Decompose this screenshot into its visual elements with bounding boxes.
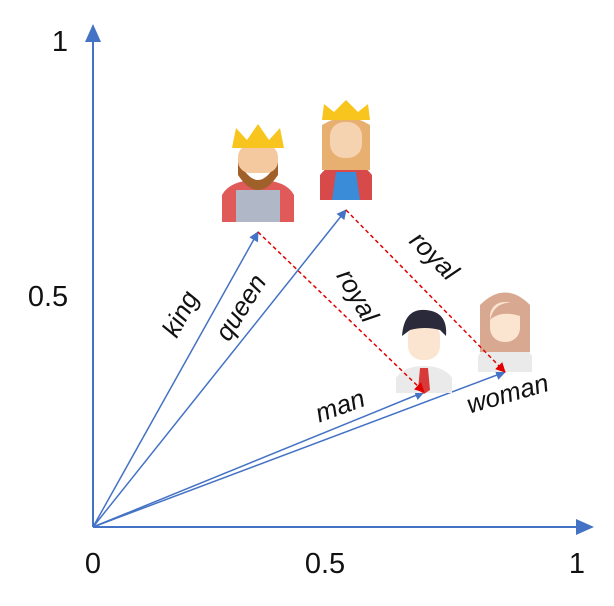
y-tick: 1 — [52, 26, 68, 58]
x-tick: 0 — [85, 548, 101, 580]
axes — [85, 24, 594, 535]
difference-label: royal — [331, 264, 386, 329]
vector-label: man — [311, 383, 369, 428]
vector-label: queen — [208, 269, 272, 346]
vector-label: king — [156, 285, 205, 342]
man-icon — [396, 309, 452, 394]
x-tick: 1 — [569, 548, 585, 580]
y-tick: 0.5 — [28, 281, 68, 313]
difference-label: royal — [404, 225, 466, 287]
king-icon — [222, 124, 294, 222]
difference-arrows — [257, 209, 506, 393]
queen-icon — [320, 100, 372, 200]
vector-label: woman — [463, 367, 552, 419]
woman-icon — [478, 292, 532, 372]
x-tick: 0.5 — [305, 548, 345, 580]
vectors — [92, 209, 506, 528]
